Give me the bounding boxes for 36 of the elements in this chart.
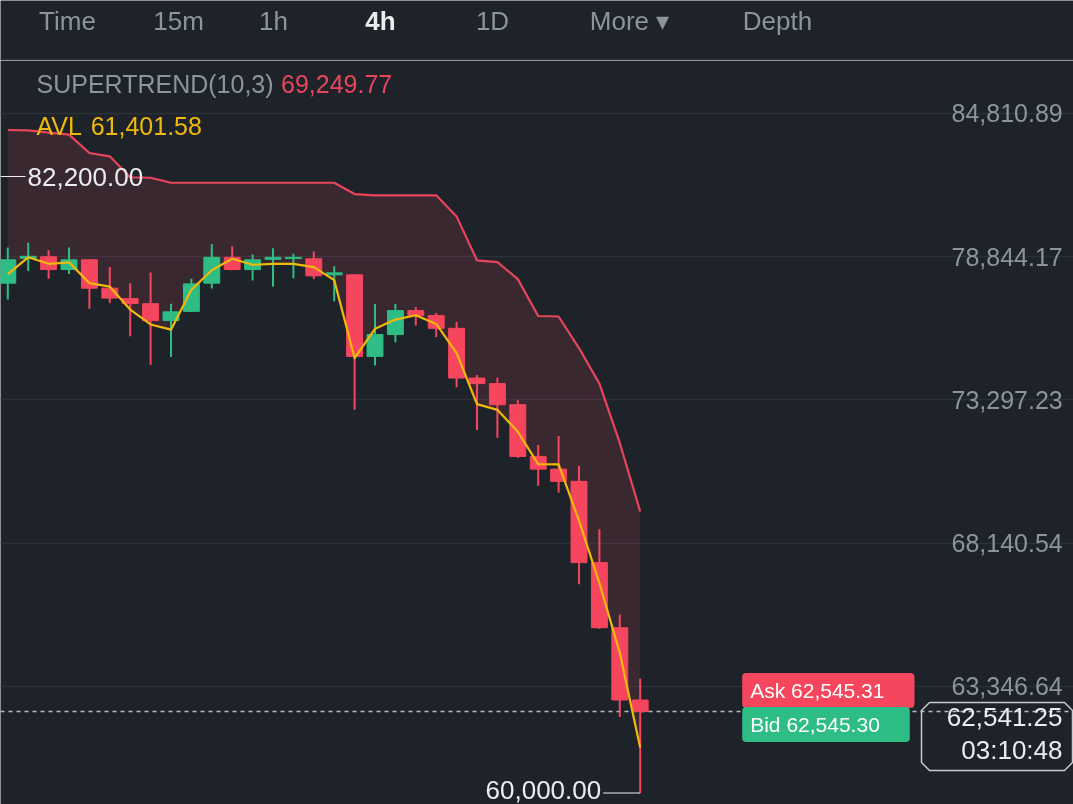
text: Bid 62,545.30 [750, 713, 880, 737]
candlestick [488, 376, 506, 439]
candlestick [264, 247, 282, 288]
candlestick [284, 252, 302, 280]
text: AVL [36, 111, 82, 140]
candlestick [407, 306, 425, 327]
text: Depth [742, 5, 813, 36]
candlestick [142, 271, 160, 366]
candlestick [162, 302, 180, 358]
text: Time [39, 5, 96, 36]
candlestick [121, 282, 139, 338]
text: 1D [475, 5, 510, 36]
y-tick-label: 68,140.54 [951, 529, 1063, 558]
y-tick-label: 63,346.64 [951, 672, 1063, 701]
text: 03:10:48 [961, 734, 1063, 765]
series-label: SUPERTREND(10,3) [36, 69, 274, 98]
text: Ask 62,545.31 [750, 679, 885, 703]
annotation: 60,000.00 [485, 775, 602, 804]
candlestick [366, 302, 384, 367]
candlestick [468, 374, 486, 432]
candlestick [631, 677, 649, 795]
candlestick [386, 302, 404, 344]
candlestick [550, 435, 568, 494]
text: More ▾ [589, 5, 670, 36]
y-tick-label: 78,844.17 [951, 242, 1063, 271]
text: 62,541.25 [946, 701, 1063, 732]
y-tick-label: 84,810.89 [951, 99, 1063, 128]
candlestick [0, 246, 17, 301]
text: 1h [259, 5, 288, 36]
annotation: 82,200.00 [27, 161, 144, 192]
text: 4h [365, 5, 396, 36]
y-tick-label: 73,297.23 [951, 385, 1063, 414]
annotation: 69,249.77 [280, 69, 393, 98]
annotation: 61,401.58 [90, 111, 202, 140]
candlestick [325, 265, 343, 303]
text: 15m [153, 5, 204, 36]
